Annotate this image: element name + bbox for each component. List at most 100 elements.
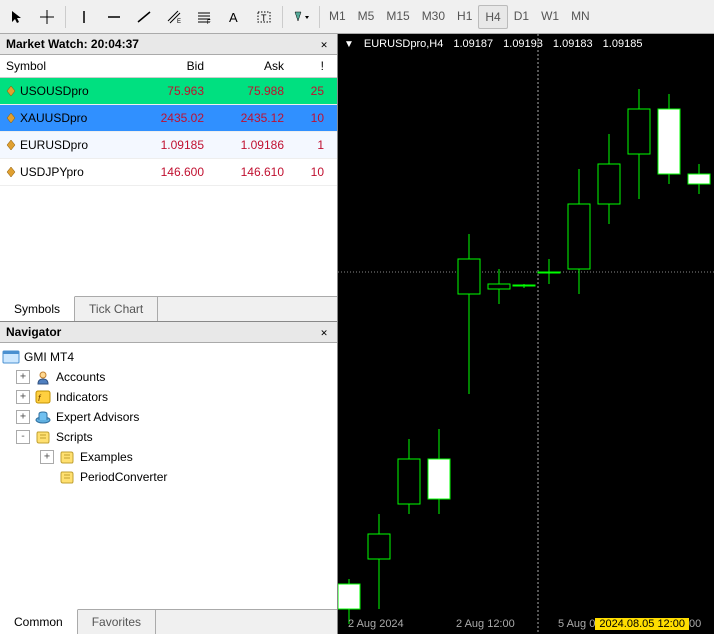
market-watch-panel: Market Watch: 20:04:37 ✕ Symbol Bid Ask …	[0, 34, 337, 322]
symbol-name: XAUUSDpro	[20, 111, 87, 125]
tree-node-scripts[interactable]: - Scripts	[2, 427, 335, 447]
bid-value: 146.600	[130, 165, 210, 179]
chart-area[interactable]: ▼ EURUSDpro,H4 1.09187 1.09193 1.09183 1…	[338, 34, 714, 634]
tab-symbols[interactable]: Symbols	[0, 296, 75, 321]
market-watch-row[interactable]: USDJPYpro 146.600146.61010	[0, 159, 337, 186]
chart-price: 1.09183	[553, 38, 593, 50]
text-tool-button[interactable]: A	[220, 3, 248, 31]
symbol-icon	[6, 113, 16, 123]
market-watch-row[interactable]: USOUSDpro75.96375.98825	[0, 78, 337, 105]
market-watch-tabs: SymbolsTick Chart	[0, 296, 337, 321]
symbol-name: USDJPYpro	[20, 165, 84, 179]
scroll-icon	[58, 449, 76, 465]
tree-label: Scripts	[56, 430, 93, 444]
expander-icon[interactable]: -	[16, 430, 30, 444]
tree-node-expert-advisors[interactable]: + Expert Advisors	[2, 407, 335, 427]
candlestick-chart[interactable]	[338, 34, 714, 634]
toolbar-separator	[282, 6, 283, 28]
tree-label: Indicators	[56, 390, 108, 404]
navigator-titlebar: Navigator ✕	[0, 322, 337, 343]
market-watch-row[interactable]: XAUUSDpro 2435.022435.1210	[0, 105, 337, 132]
vertical-line-button[interactable]	[70, 3, 98, 31]
header-bid[interactable]: Bid	[130, 55, 210, 77]
tab-tick-chart[interactable]: Tick Chart	[75, 297, 158, 321]
timeframe-d1[interactable]: D1	[508, 5, 535, 29]
hat-icon	[34, 409, 52, 425]
timeframe-m30[interactable]: M30	[416, 5, 451, 29]
timeframe-mn[interactable]: MN	[565, 5, 596, 29]
text-label-button[interactable]: T	[250, 3, 278, 31]
chart-price: 1.09187	[453, 38, 493, 50]
chart-header: ▼ EURUSDpro,H4 1.09187 1.09193 1.09183 1…	[344, 38, 642, 50]
crosshair-tool-button[interactable]	[33, 3, 61, 31]
timeframe-h1[interactable]: H1	[451, 5, 478, 29]
spread-value: 10	[290, 111, 330, 125]
fibonacci-button[interactable]: F	[190, 3, 218, 31]
equidistant-channel-button[interactable]: E	[160, 3, 188, 31]
ask-value: 1.09186	[210, 138, 290, 152]
chart-time-label: 2 Aug 12:00	[456, 618, 515, 630]
timeframe-m15[interactable]: M15	[380, 5, 415, 29]
cursor-tool-button[interactable]	[3, 3, 31, 31]
chart-symbol-label: EURUSDpro,H4	[364, 38, 443, 50]
scroll-icon	[58, 469, 76, 485]
scroll-icon	[34, 429, 52, 445]
symbol-name: USOUSDpro	[20, 84, 89, 98]
symbol-name: EURUSDpro	[20, 138, 88, 152]
chevron-down-icon[interactable]: ▼	[344, 39, 354, 50]
symbol-icon	[6, 167, 16, 177]
horizontal-line-button[interactable]	[100, 3, 128, 31]
tree-node-accounts[interactable]: + Accounts	[2, 367, 335, 387]
tree-label: Examples	[80, 450, 133, 464]
svg-text:F: F	[207, 20, 211, 25]
tree-node-examples[interactable]: + Examples	[2, 447, 335, 467]
timeframe-m5[interactable]: M5	[352, 5, 381, 29]
expander-icon[interactable]: +	[16, 410, 30, 424]
symbol-icon	[6, 140, 16, 150]
terminal-icon	[2, 349, 20, 365]
timeframe-m1[interactable]: M1	[323, 5, 352, 29]
spread-value: 25	[290, 84, 330, 98]
spread-value: 1	[290, 138, 330, 152]
svg-text:E: E	[177, 19, 181, 25]
symbol-icon	[6, 86, 16, 96]
tree-label: Accounts	[56, 370, 105, 384]
chart-time-label: 2 Aug 2024	[348, 618, 404, 630]
expander-icon[interactable]: +	[16, 390, 30, 404]
tab-common[interactable]: Common	[0, 609, 78, 634]
market-watch-row[interactable]: EURUSDpro 1.091851.091861	[0, 132, 337, 159]
spread-value: 10	[290, 165, 330, 179]
navigator-tree: GMI MT4 + Accounts + f Indicators + Expert Advi…	[0, 343, 337, 609]
fx-icon: f	[34, 389, 52, 405]
expander-icon[interactable]: +	[16, 370, 30, 384]
ask-value: 2435.12	[210, 111, 290, 125]
header-ask[interactable]: Ask	[210, 55, 290, 77]
objects-dropdown-button[interactable]	[287, 3, 315, 31]
navigator-tabs: CommonFavorites	[0, 609, 337, 634]
bid-value: 2435.02	[130, 111, 210, 125]
tab-favorites[interactable]: Favorites	[78, 610, 156, 634]
market-watch-title: Market Watch: 20:04:37	[6, 37, 139, 51]
tree-node-periodconverter[interactable]: PeriodConverter	[2, 467, 335, 487]
timeframe-h4[interactable]: H4	[478, 5, 507, 29]
person-icon	[34, 369, 52, 385]
tree-node-indicators[interactable]: + f Indicators	[2, 387, 335, 407]
ask-value: 146.610	[210, 165, 290, 179]
market-watch-header: Symbol Bid Ask !	[0, 55, 337, 78]
trendline-button[interactable]	[130, 3, 158, 31]
chart-price: 1.09193	[503, 38, 543, 50]
timeframe-w1[interactable]: W1	[535, 5, 565, 29]
tree-root[interactable]: GMI MT4	[2, 347, 335, 367]
header-symbol[interactable]: Symbol	[0, 55, 130, 77]
close-icon[interactable]: ✕	[317, 37, 331, 51]
expander-icon[interactable]: +	[40, 450, 54, 464]
close-icon[interactable]: ✕	[317, 325, 331, 339]
navigator-panel: Navigator ✕ GMI MT4 + Accounts + f Indicators…	[0, 322, 337, 634]
navigator-title: Navigator	[6, 325, 61, 339]
toolbar-separator	[319, 6, 320, 28]
tree-label: Expert Advisors	[56, 410, 139, 424]
svg-text:A: A	[229, 10, 238, 25]
header-spread[interactable]: !	[290, 55, 330, 77]
bid-value: 1.09185	[130, 138, 210, 152]
main-toolbar: E F A T M1M5M15M30H1H4D1W1MN	[0, 0, 714, 34]
